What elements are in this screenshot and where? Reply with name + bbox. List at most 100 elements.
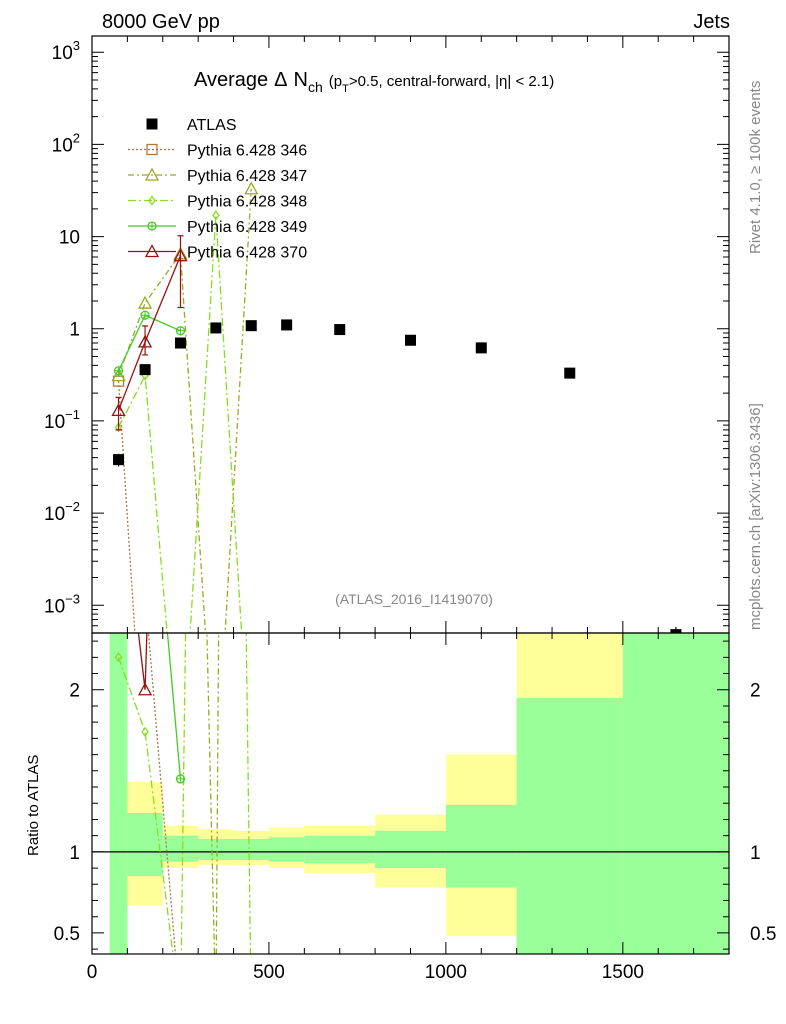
ratio-y-tick-label-left: 2 [69, 681, 80, 702]
ratio-series-2-point [177, 1010, 183, 1018]
mc-series-1-point [111, 368, 126, 382]
main-y-tick-label: 102 [52, 130, 80, 156]
tick-base: 10 [44, 504, 65, 525]
tick-base: 10 [44, 596, 65, 617]
main-y-tick-label: 1 [69, 320, 80, 341]
atlas-data-point [475, 342, 487, 354]
ratio-band-inner [445, 804, 517, 888]
title-n: N [294, 69, 308, 91]
ratio-y-tick-label-left: 1 [69, 843, 80, 864]
main-y-tick-label: 10 [59, 228, 80, 249]
header-left-label: 8000 GeV pp [102, 11, 220, 33]
mc-series-0-line [117, 381, 136, 633]
mcplots-label: mcplots.cern.ch [arXiv:1306.3436] [747, 403, 764, 630]
legend: ATLAS Pythia 6.428 346 Pythia 6.428 347 Pyt… [128, 117, 307, 262]
header-right-label: Jets [693, 11, 730, 33]
mc-series-2-point [248, 786, 254, 794]
ratio-band-inner [109, 633, 128, 954]
ratio-y-tick-label-right: 1 [750, 843, 761, 864]
tick-base: 10 [59, 228, 80, 249]
mc-series-2-point [177, 786, 183, 794]
ratio-band-inner [127, 812, 163, 877]
mc-series-4-point [173, 248, 188, 262]
atlas-data-point [174, 337, 186, 349]
legend-atlas-label: ATLAS [187, 117, 237, 134]
mc-series-4-error-bar [115, 396, 122, 431]
mc-series-4-point [111, 403, 126, 417]
legend-label-4: Pythia 6.428 370 [187, 245, 307, 262]
ratio-series-2-point [114, 652, 123, 663]
main-y-tick-label: 10−2 [44, 499, 80, 525]
ratio-series-2-line [117, 633, 252, 954]
tick-exponent: −3 [65, 591, 80, 606]
atlas-data-point [139, 364, 151, 376]
mc-series-2-line [117, 215, 243, 633]
mc-series-4-error-bar [142, 325, 149, 356]
legend-marker-4 [144, 244, 160, 258]
tick-base: 1 [69, 320, 80, 341]
marker-cross [114, 366, 123, 375]
ratio-series-2-point [248, 1010, 254, 1018]
title-cut-t: T [342, 83, 349, 95]
ratio-band-inner [198, 838, 234, 860]
ratio-band-inner [375, 830, 446, 869]
x-tick-label: 500 [253, 962, 285, 983]
legend-marker-3 [147, 221, 157, 231]
x-tick-label: 1500 [602, 962, 644, 983]
title-main: Average [194, 69, 268, 91]
ratio-series-4-line [137, 633, 148, 690]
tick-exponent: −2 [65, 499, 80, 514]
legend-marker-1 [144, 167, 160, 181]
legend-label-0: Pythia 6.428 346 [187, 143, 307, 160]
ratio-series-4-point [137, 682, 153, 696]
title-ch: ch [308, 79, 323, 95]
mc-series-2-point [114, 422, 123, 433]
ratio-series-2-point [141, 726, 149, 737]
ratio-series-0-point [175, 1009, 185, 1019]
tick-exponent: 3 [73, 38, 80, 53]
main-y-tick-label: 10−3 [44, 591, 80, 617]
ratio-series-0-line [147, 633, 177, 954]
ratio-series-group [114, 633, 254, 1019]
mc-series-1-point [210, 784, 222, 795]
legend-atlas-marker [146, 118, 158, 130]
analysis-id-label: (ATLAS_2016_I1419070) [335, 591, 493, 607]
atlas-data-group [113, 319, 682, 633]
marker-cross [176, 774, 185, 783]
ratio-y-axis-label: Ratio to ATLAS [25, 755, 42, 856]
tick-exponent: 2 [73, 130, 80, 145]
tick-base: 10 [44, 412, 65, 433]
atlas-data-point [334, 324, 346, 336]
legend-marker-0 [146, 143, 158, 156]
mc-series-3-point [175, 326, 186, 336]
legend-label-3: Pythia 6.428 349 [187, 219, 307, 236]
ratio-y-tick-label-left: 0.5 [54, 924, 80, 945]
marker-cross [176, 326, 185, 335]
tick-base: 10 [52, 43, 73, 64]
atlas-data-point [670, 629, 682, 633]
mc-series-1-point [244, 181, 259, 195]
title-delta: Δ [274, 69, 287, 91]
mc-series-1-line [117, 188, 252, 633]
chart-title: Average Δ Nch (pT>0.5, central-forward, |η|… [194, 69, 554, 95]
tick-exponent: −1 [65, 407, 80, 422]
mc-series-2-point [212, 210, 220, 221]
mc-series-4-error-bar [177, 235, 184, 309]
ratio-band-inner [516, 697, 623, 954]
atlas-data-point [564, 367, 576, 379]
ratio-y-tick-label-right: 0.5 [750, 924, 776, 945]
ratio-y-tick-label-right: 2 [750, 681, 761, 702]
x-tick-label: 1000 [425, 962, 467, 983]
mc-series-4-line [117, 255, 182, 411]
atlas-data-point [281, 319, 293, 331]
ratio-band-inner [268, 837, 305, 862]
rivet-version-label: Rivet 4.1.0, ≥ 100k events [747, 81, 764, 254]
ratio-series-1-point [210, 1008, 222, 1019]
tick-base: 10 [52, 135, 73, 156]
legend-label-1: Pythia 6.428 347 [187, 168, 307, 185]
ratio-band-inner [304, 835, 376, 864]
mc-series-4-point [137, 334, 153, 348]
mc-series-3-point [113, 366, 124, 376]
